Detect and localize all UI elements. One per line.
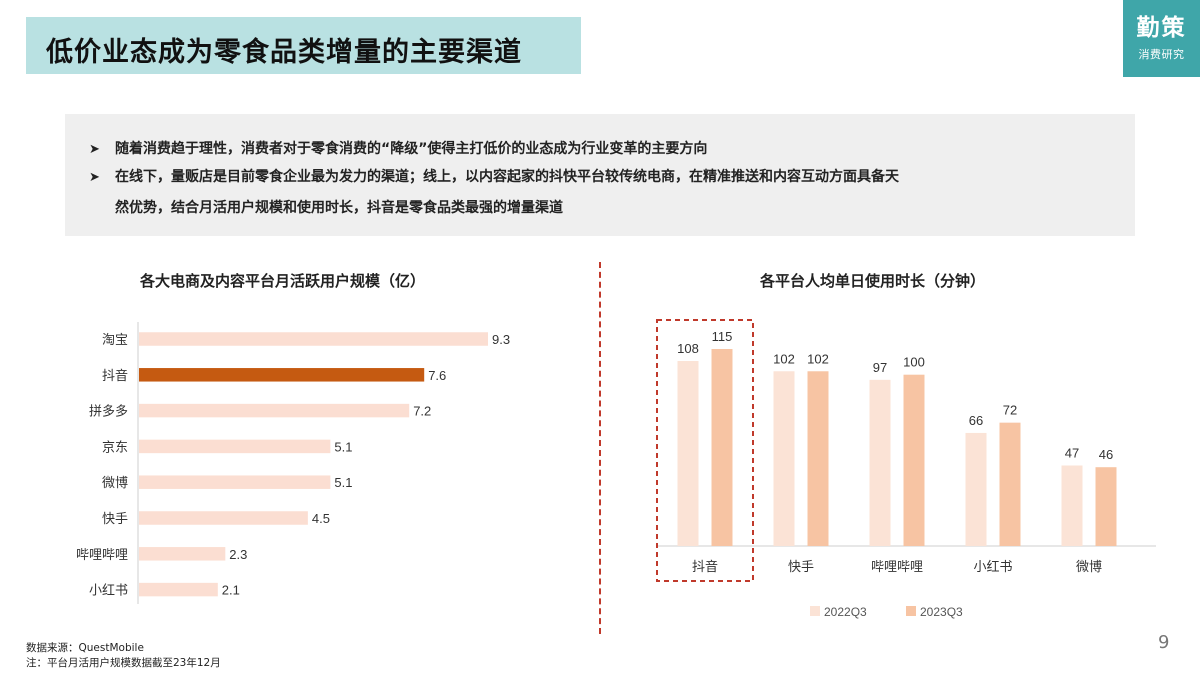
legend-label-2023Q3: 2023Q3 <box>920 605 963 619</box>
bar-微博-2022Q3 <box>1061 465 1083 546</box>
value-label-抖音-2022Q3: 108 <box>677 341 699 356</box>
mau-bar-chart: 淘宝 9.3 抖音 7.6 拼多多 7.2 京东 5.1 微博 5.1 快手 4.5 哔哩哔哩 2.3 小红… <box>76 322 510 604</box>
value-label-小红书-2023Q3: 72 <box>1003 403 1017 418</box>
value-label-京东: 5.1 <box>334 439 352 454</box>
title-banner: 低价业态成为零食品类增量的主要渠道 <box>26 17 581 74</box>
category-label-微博: 微博 <box>102 476 128 491</box>
summary-text-2: 在线下，量贩店是目前零食企业最为发力的渠道；线上，以内容起家的抖快平台较传统电商… <box>115 169 899 185</box>
legend-swatch-2023Q3 <box>906 606 916 616</box>
category-label-京东: 京东 <box>102 440 128 455</box>
bar-快手-2023Q3 <box>807 371 829 546</box>
right-chart-title: 各平台人均单日使用时长（分钟） <box>760 272 986 290</box>
category-label-微博: 微博 <box>1076 560 1102 575</box>
value-label-抖音-2023Q3: 115 <box>712 329 733 344</box>
category-label-快手: 快手 <box>788 560 814 575</box>
category-label-拼多多: 拼多多 <box>89 404 128 420</box>
summary-item-1: ➤ 随着消费趋于理性，消费者对于零食消费的“降级”使得主打低价的业态成为行业变革的… <box>89 136 707 163</box>
highlight-box-抖音 <box>656 319 754 582</box>
bar-哔哩哔哩-2023Q3 <box>903 374 925 546</box>
value-label-哔哩哔哩-2022Q3: 97 <box>873 360 887 375</box>
value-label-哔哩哔哩-2023Q3: 100 <box>903 355 925 370</box>
bar-哔哩哔哩-2022Q3 <box>869 379 891 546</box>
summary-box: ➤ 随着消费趋于理性，消费者对于零食消费的“降级”使得主打低价的业态成为行业变革的… <box>65 114 1135 236</box>
legend-swatch-2022Q3 <box>810 606 820 616</box>
summary-item-2: ➤ 在线下，量贩店是目前零食企业最为发力的渠道；线上，以内容起家的抖快平台较传统电… <box>89 164 899 191</box>
value-label-小红书-2022Q3: 66 <box>969 413 983 428</box>
bar-小红书-2022Q3 <box>965 432 987 546</box>
bar-快手-2022Q3 <box>773 371 795 546</box>
bullet-arrow-icon: ➤ <box>89 170 100 185</box>
bar-微博 <box>139 475 331 489</box>
usage-time-bar-chart: 108 115 抖音 102 102 快手 97 100 哔哩哔哩 66 72 小红书 47 46 微博 20… <box>656 319 1156 619</box>
footer-source: 数据来源：QuestMobile <box>26 642 144 654</box>
page-number: 9 <box>1158 632 1170 653</box>
legend-label-2022Q3: 2022Q3 <box>824 605 867 619</box>
bar-小红书-2023Q3 <box>999 422 1021 546</box>
value-label-淘宝: 9.3 <box>492 332 510 347</box>
bar-抖音 <box>139 368 425 382</box>
bar-哔哩哔哩 <box>139 547 226 561</box>
left-chart-title: 各大电商及内容平台月活跃用户规模（亿） <box>140 272 426 290</box>
value-label-抖音: 7.6 <box>428 368 446 383</box>
category-label-抖音: 抖音 <box>692 559 718 575</box>
value-label-微博-2023Q3: 46 <box>1099 447 1113 462</box>
category-label-哔哩哔哩: 哔哩哔哩 <box>871 560 923 575</box>
bar-抖音-2022Q3 <box>677 360 699 546</box>
footer-note: 注：平台月活用户规模数据截至23年12月 <box>26 657 221 669</box>
bar-快手 <box>139 511 308 525</box>
category-label-小红书: 小红书 <box>973 559 1012 575</box>
category-label-哔哩哔哩: 哔哩哔哩 <box>76 548 128 563</box>
value-label-快手: 4.5 <box>312 511 330 526</box>
category-label-小红书: 小红书 <box>89 583 128 599</box>
bar-京东 <box>139 439 331 454</box>
category-label-抖音: 抖音 <box>102 368 128 384</box>
value-label-哔哩哔哩: 2.3 <box>229 547 247 562</box>
bullet-arrow-icon: ➤ <box>89 142 100 157</box>
chart-divider <box>599 262 601 634</box>
value-label-微博-2022Q3: 47 <box>1065 445 1079 460</box>
bar-小红书 <box>139 582 218 597</box>
logo-sub-text: 消费研究 <box>1138 48 1185 61</box>
category-label-淘宝: 淘宝 <box>102 333 128 348</box>
value-label-拼多多: 7.2 <box>413 404 431 419</box>
bar-淘宝 <box>139 332 488 346</box>
value-label-快手-2023Q3: 102 <box>807 351 829 366</box>
page-title: 低价业态成为零食品类增量的主要渠道 <box>46 37 522 68</box>
value-label-快手-2022Q3: 102 <box>773 351 795 366</box>
summary-text-2-continued: 然优势，结合月活用户规模和使用时长，抖音是零食品类最强的增量渠道 <box>115 200 563 216</box>
value-label-小红书: 2.1 <box>222 583 240 598</box>
summary-text-1: 随着消费趋于理性，消费者对于零食消费的“降级”使得主打低价的业态成为行业变革的主… <box>115 141 708 157</box>
value-label-微博: 5.1 <box>334 475 352 490</box>
bar-拼多多 <box>139 403 410 418</box>
brand-logo: 勤策 消费研究 <box>1123 0 1200 77</box>
category-label-快手: 快手 <box>102 512 128 527</box>
bar-抖音-2023Q3 <box>711 349 733 546</box>
bar-微博-2023Q3 <box>1095 467 1117 546</box>
logo-main-text: 勤策 <box>1136 15 1187 41</box>
